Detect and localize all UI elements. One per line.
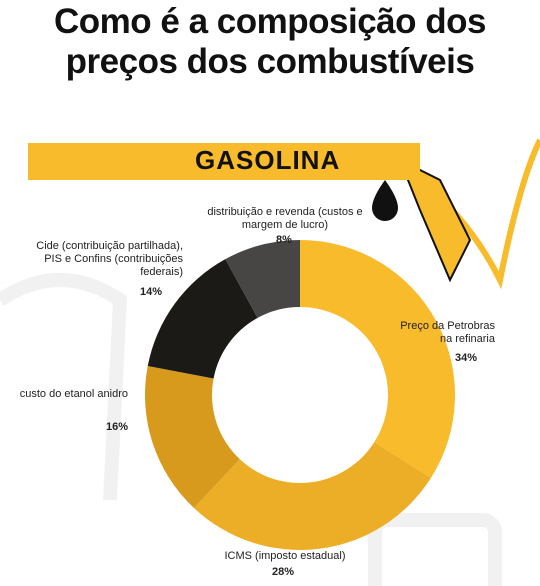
donut-segment: [300, 240, 455, 479]
category-label: distribuição e revenda (custos e margem …: [207, 206, 363, 231]
banner: [28, 143, 420, 180]
chart-title: Como é a composição dos preços dos combu…: [54, 2, 486, 81]
chart-subtitle: GASOLINA: [195, 145, 341, 175]
value-label: 28%: [272, 566, 295, 578]
donut-segment: [145, 365, 240, 508]
value-label: 34%: [455, 352, 478, 364]
value-label: 8%: [276, 234, 292, 246]
category-label: Cide (contribuição partilhada), PIS e Co…: [36, 240, 183, 278]
donut-segment: [147, 259, 258, 379]
donut-segment: [225, 240, 300, 318]
category-label: custo do etanol anidro: [19, 388, 128, 400]
value-label: 16%: [106, 421, 129, 433]
category-label: Preço da Petrobras na refinaria: [400, 320, 495, 345]
donut-segment: [193, 442, 431, 550]
decoration: [0, 273, 502, 586]
value-label: 14%: [140, 286, 163, 298]
category-label: ICMS (imposto estadual): [224, 550, 346, 562]
